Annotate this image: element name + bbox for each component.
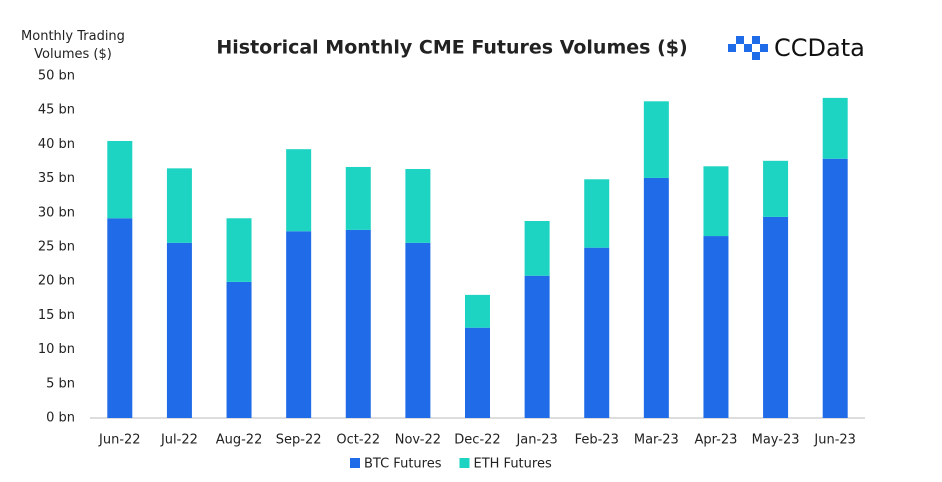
bar-segment xyxy=(286,231,312,418)
y-tick-label: 20 bn xyxy=(38,274,75,289)
bar-segment xyxy=(822,97,848,159)
x-tick-label: Dec-22 xyxy=(454,433,500,448)
bar-segment xyxy=(524,275,550,418)
bar-segment xyxy=(345,229,371,418)
y-tick-label: 35 bn xyxy=(38,171,75,186)
bar-segment xyxy=(643,101,669,178)
y-tick-label: 0 bn xyxy=(46,411,75,426)
bar-segment xyxy=(643,177,669,418)
y-tick-label: 5 bn xyxy=(46,376,75,391)
legend-swatch xyxy=(350,458,360,468)
bar-segment xyxy=(405,242,431,418)
x-tick-label: Jun-22 xyxy=(98,433,141,448)
chart-title: Historical Monthly CME Futures Volumes (… xyxy=(216,37,687,59)
bar-segment xyxy=(226,218,252,282)
bar-segment xyxy=(465,294,490,328)
y-tick-label: 15 bn xyxy=(38,308,75,323)
x-tick-label: Nov-22 xyxy=(395,433,441,448)
bar-segment xyxy=(166,168,192,243)
x-tick-label: Jun-23 xyxy=(813,433,856,448)
y-tick-label: 45 bn xyxy=(38,103,75,118)
x-tick-label: Jan-23 xyxy=(515,433,557,448)
logo-icon xyxy=(728,36,768,60)
x-tick-label: Jul-22 xyxy=(160,433,198,448)
legend-label: BTC Futures xyxy=(364,457,442,472)
bar-segment xyxy=(465,327,490,418)
bar-segment xyxy=(166,242,192,418)
bar-segment xyxy=(524,221,550,276)
legend-swatch xyxy=(459,458,470,468)
bar-segment xyxy=(405,169,431,243)
y-axis-label: Monthly Trading Volumes ($) xyxy=(21,29,125,62)
bar-segment xyxy=(107,218,133,418)
bar-segment xyxy=(763,216,789,418)
x-tick-label: Apr-23 xyxy=(695,433,738,448)
y-tick-label: 40 bn xyxy=(38,137,75,152)
x-tick-label: May-23 xyxy=(752,433,800,448)
y-tick-label: 50 bn xyxy=(38,69,75,84)
x-tick-label: Mar-23 xyxy=(634,433,679,448)
bar-segment xyxy=(584,179,610,248)
y-tick-label: 30 bn xyxy=(38,205,75,220)
bar-segment xyxy=(703,236,729,418)
bar-segment xyxy=(763,160,789,217)
x-tick-label: Feb-23 xyxy=(575,433,619,448)
bar-segment xyxy=(107,140,133,219)
x-tick-label: Oct-22 xyxy=(336,433,380,448)
y-tick-label: 10 bn xyxy=(38,342,75,357)
y-tick-label: 25 bn xyxy=(38,240,75,255)
x-tick-label: Sep-22 xyxy=(276,433,322,448)
legend-label: ETH Futures xyxy=(473,457,551,472)
bar-segment xyxy=(345,166,371,230)
bar-segment xyxy=(286,149,312,232)
bar-segment xyxy=(822,158,848,418)
bar-segment xyxy=(584,247,610,418)
bar-segment xyxy=(703,166,729,237)
bar-segment xyxy=(226,281,252,418)
x-tick-label: Aug-22 xyxy=(216,433,263,448)
logo-text: CCData xyxy=(774,34,865,62)
